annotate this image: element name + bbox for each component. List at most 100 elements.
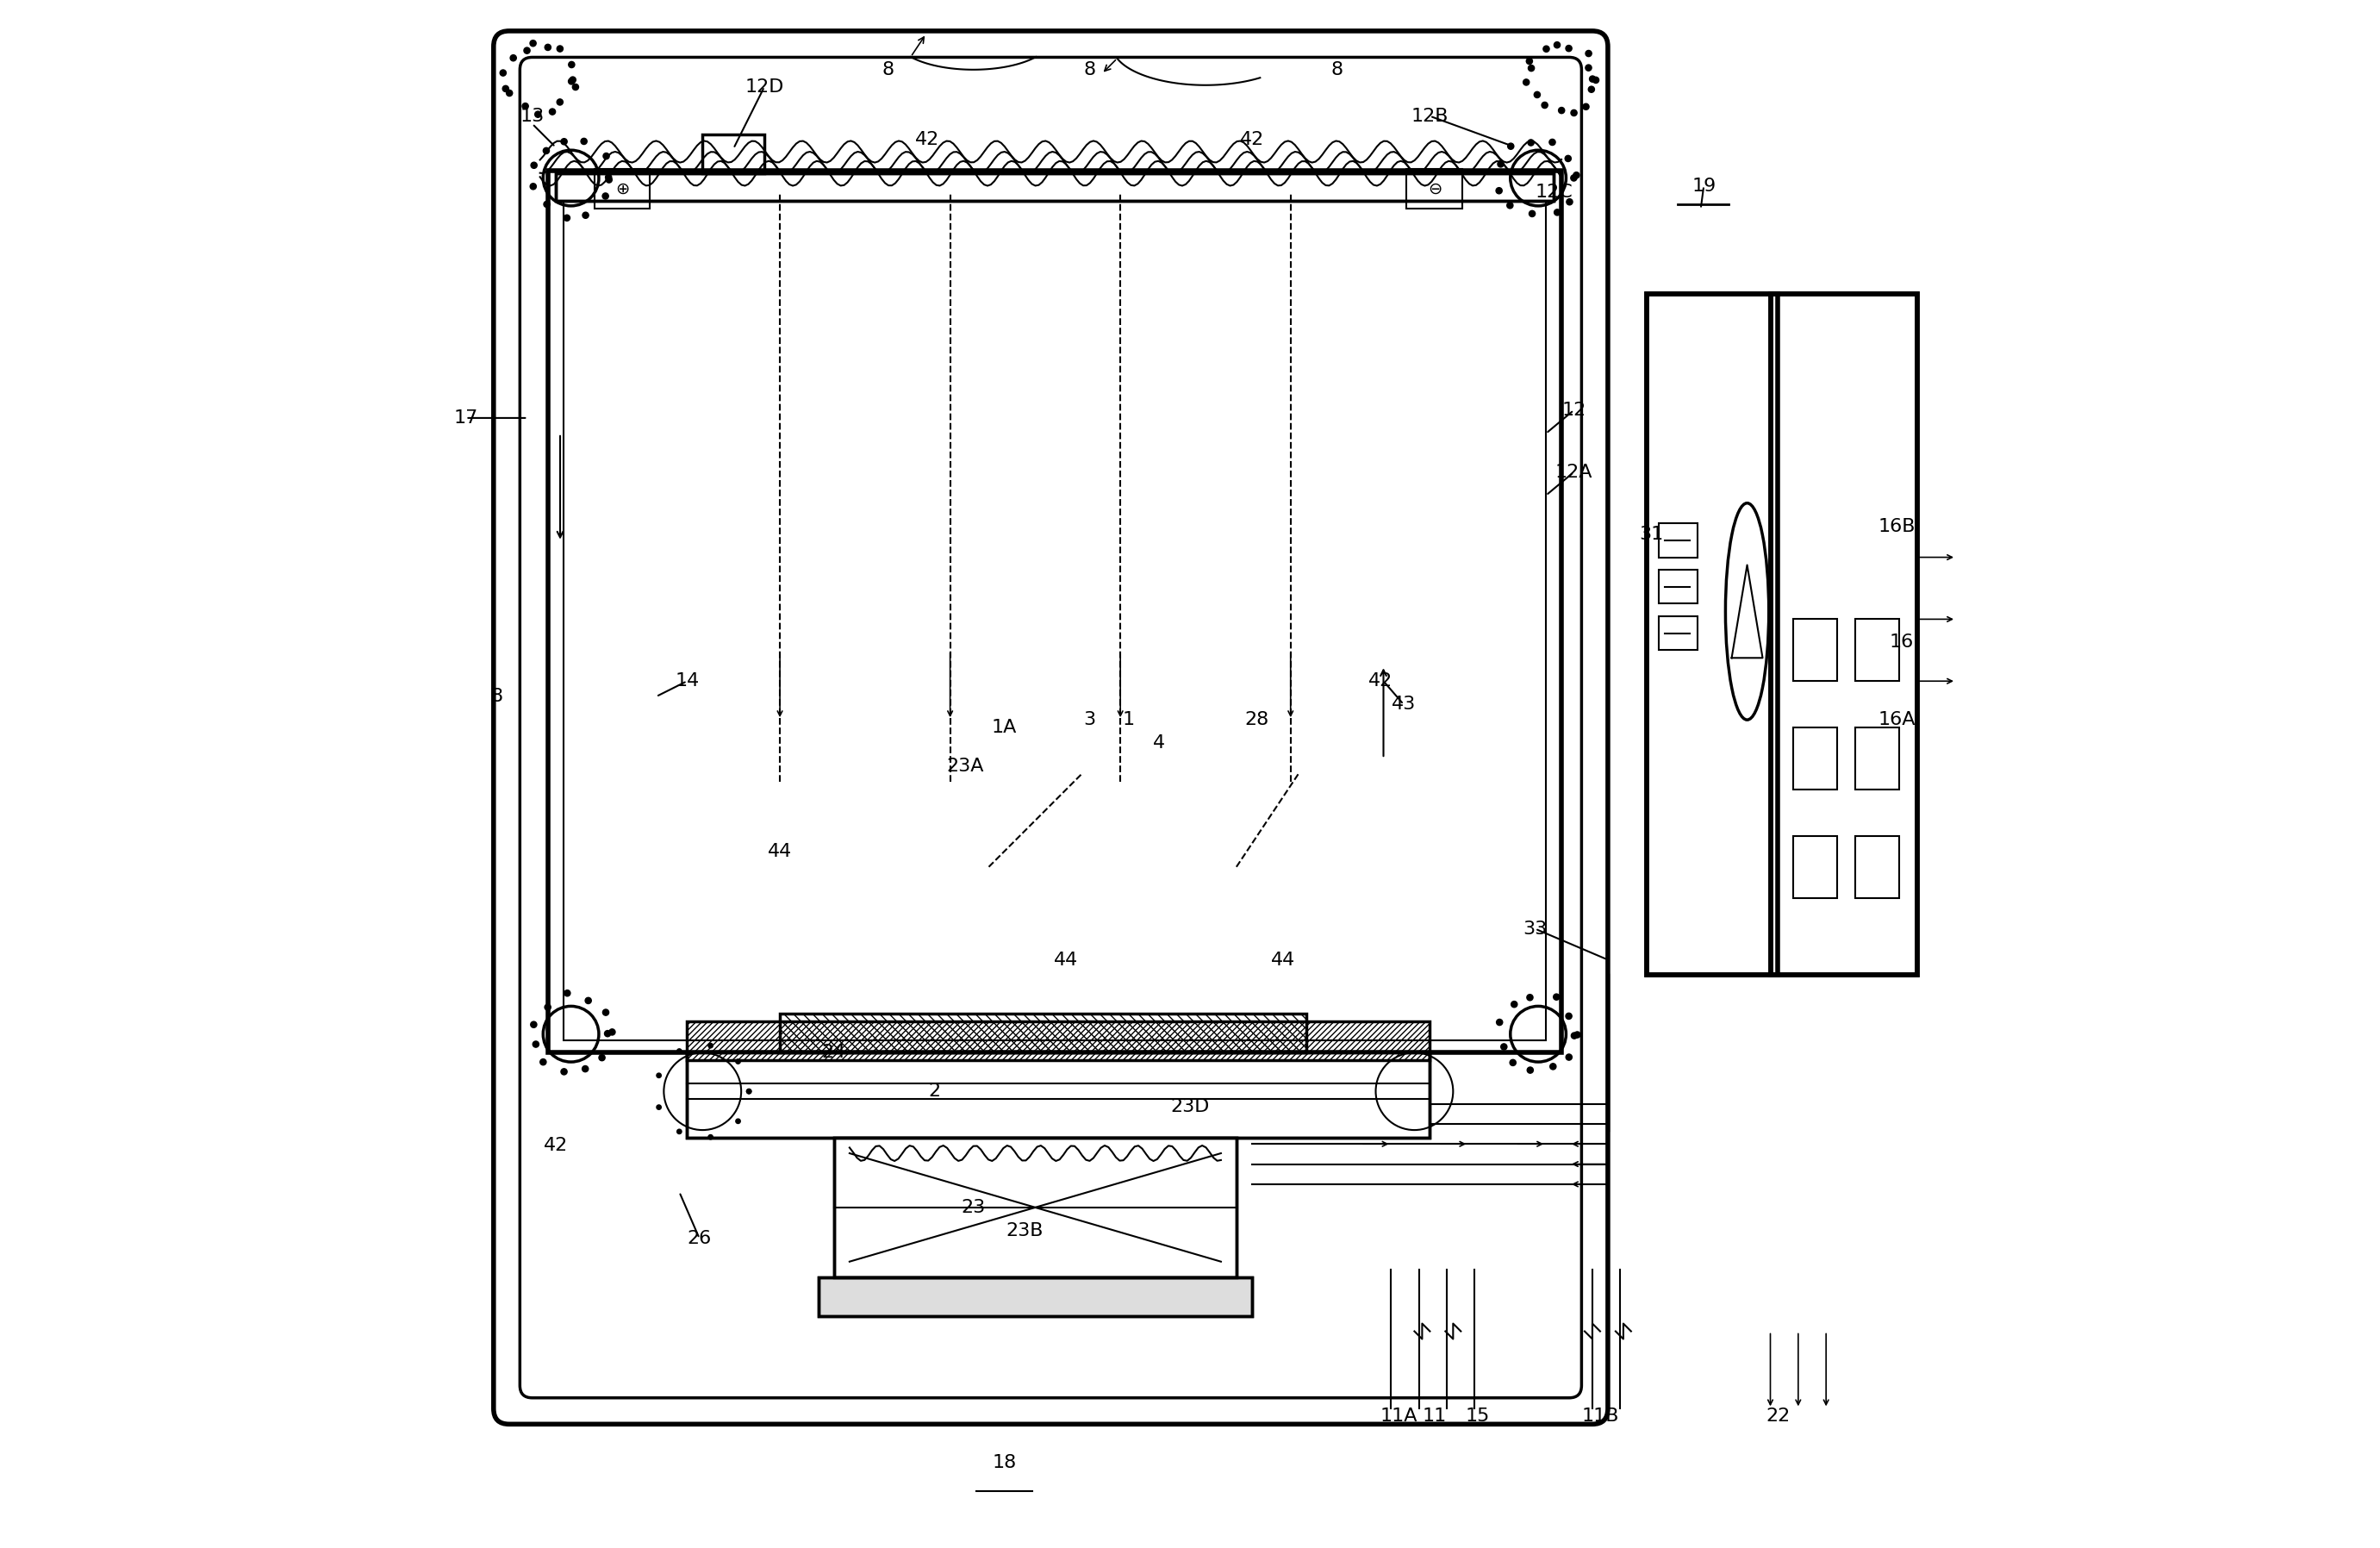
Text: 19: 19 — [1692, 176, 1716, 195]
Circle shape — [1580, 48, 1587, 54]
Circle shape — [562, 214, 569, 220]
Circle shape — [545, 108, 552, 115]
Text: 33: 33 — [1523, 920, 1547, 938]
Circle shape — [1528, 93, 1533, 99]
Text: 44: 44 — [769, 842, 793, 861]
Circle shape — [1533, 53, 1540, 59]
Bar — [1659, 523, 1697, 557]
Bar — [688, 1053, 1430, 1138]
Text: 4: 4 — [1152, 734, 1166, 752]
Text: 11A: 11A — [1380, 1407, 1418, 1426]
Text: 42: 42 — [543, 1136, 569, 1155]
Circle shape — [562, 1068, 566, 1074]
Circle shape — [1566, 198, 1573, 204]
Text: $\ominus$: $\ominus$ — [1428, 181, 1442, 197]
Bar — [1659, 616, 1697, 650]
Bar — [1407, 169, 1461, 209]
Bar — [833, 1138, 1238, 1277]
Bar — [564, 170, 1547, 1040]
Circle shape — [507, 96, 514, 102]
Text: 14: 14 — [676, 672, 700, 690]
Circle shape — [1571, 1028, 1578, 1034]
Circle shape — [1537, 43, 1545, 50]
Circle shape — [543, 1057, 547, 1063]
Circle shape — [528, 189, 536, 195]
Text: 8: 8 — [1083, 60, 1095, 79]
Circle shape — [600, 1054, 607, 1060]
Text: $\oplus$: $\oplus$ — [614, 181, 628, 197]
Text: 1A: 1A — [992, 718, 1016, 737]
Circle shape — [583, 212, 590, 218]
Circle shape — [735, 1119, 740, 1124]
Circle shape — [1552, 136, 1557, 142]
Circle shape — [1573, 173, 1580, 180]
Circle shape — [502, 84, 509, 90]
Text: 12C: 12C — [1535, 183, 1573, 201]
Circle shape — [521, 99, 526, 105]
Text: 16B: 16B — [1878, 517, 1916, 536]
Text: 8: 8 — [490, 687, 502, 706]
Circle shape — [609, 178, 614, 184]
Text: 43: 43 — [1392, 695, 1416, 714]
Circle shape — [1573, 175, 1578, 181]
Circle shape — [1530, 1068, 1535, 1074]
Circle shape — [1578, 101, 1585, 107]
Circle shape — [521, 40, 528, 46]
Circle shape — [709, 1043, 714, 1048]
Bar — [1647, 294, 1778, 975]
Circle shape — [607, 1029, 612, 1036]
Circle shape — [569, 56, 574, 62]
Bar — [819, 1277, 1252, 1316]
Text: 23B: 23B — [1007, 1221, 1042, 1240]
Circle shape — [709, 1135, 714, 1139]
Circle shape — [500, 62, 507, 68]
Text: 17: 17 — [455, 409, 478, 427]
Text: 42: 42 — [914, 130, 940, 149]
Bar — [781, 1014, 1307, 1053]
Bar — [555, 173, 1554, 201]
Text: 23D: 23D — [1171, 1098, 1209, 1116]
Text: 12D: 12D — [745, 77, 783, 96]
Circle shape — [1571, 1029, 1578, 1036]
Bar — [1795, 836, 1837, 898]
Bar — [1795, 728, 1837, 789]
Bar — [702, 135, 764, 173]
Circle shape — [540, 146, 547, 152]
Circle shape — [597, 1012, 605, 1019]
Circle shape — [564, 96, 571, 102]
Circle shape — [1566, 156, 1571, 163]
Bar — [1795, 619, 1837, 681]
Circle shape — [531, 166, 536, 172]
Circle shape — [1507, 1057, 1514, 1063]
Bar — [547, 170, 1561, 1053]
Text: 12A: 12A — [1554, 463, 1592, 481]
Circle shape — [581, 141, 588, 147]
Circle shape — [1528, 71, 1535, 77]
Bar — [833, 1138, 1238, 1277]
Circle shape — [1590, 56, 1597, 62]
Circle shape — [1557, 107, 1561, 113]
Bar — [1647, 294, 1778, 975]
Circle shape — [559, 135, 566, 141]
Circle shape — [1595, 91, 1599, 98]
Bar — [555, 173, 1554, 201]
Text: 42: 42 — [1368, 672, 1392, 690]
Circle shape — [605, 1029, 612, 1036]
Bar — [1771, 294, 1918, 975]
Circle shape — [1566, 1012, 1573, 1019]
Text: 42: 42 — [1240, 130, 1264, 149]
Bar — [595, 169, 650, 209]
Bar — [688, 1053, 1430, 1138]
Circle shape — [1568, 37, 1573, 43]
Circle shape — [1590, 71, 1597, 77]
Circle shape — [543, 43, 550, 50]
Text: 44: 44 — [1271, 950, 1295, 969]
Circle shape — [1557, 43, 1561, 50]
Text: 23: 23 — [962, 1198, 985, 1217]
Circle shape — [1595, 70, 1599, 76]
Circle shape — [657, 1073, 662, 1077]
Text: 12B: 12B — [1411, 107, 1449, 125]
Circle shape — [1497, 1040, 1504, 1046]
Circle shape — [607, 173, 612, 180]
Circle shape — [657, 1105, 662, 1110]
